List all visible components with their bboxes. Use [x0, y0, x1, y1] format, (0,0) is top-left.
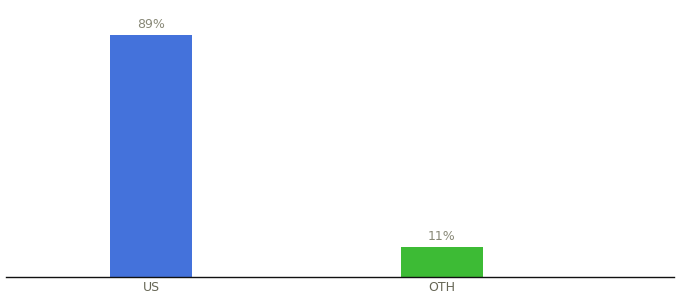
Bar [110, 35, 192, 277]
Text: 89%: 89% [137, 18, 165, 31]
Text: 11%: 11% [428, 230, 456, 243]
Bar [401, 247, 483, 277]
